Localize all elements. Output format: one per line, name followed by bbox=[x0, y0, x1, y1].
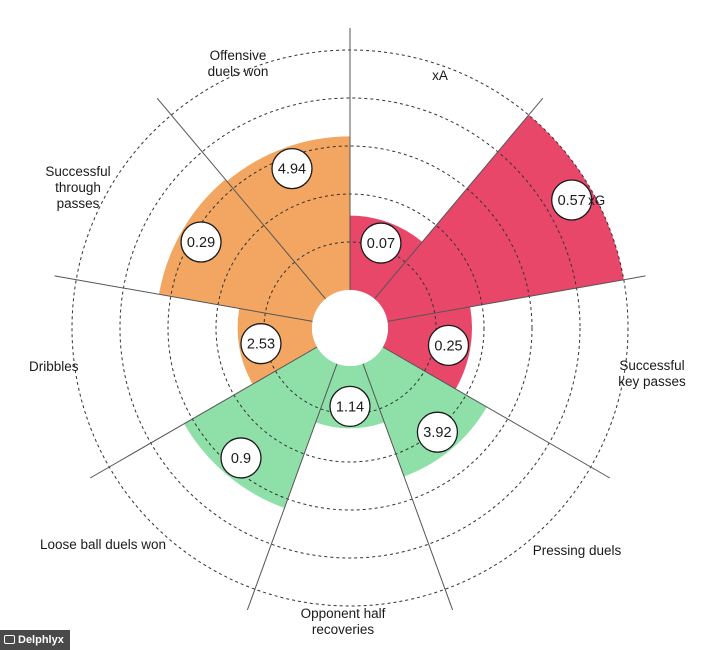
label-line: duels won bbox=[207, 64, 269, 79]
label-offensive-duels-won: Offensive duels won bbox=[208, 48, 269, 80]
label-dribbles: Dribbles bbox=[29, 359, 79, 375]
value-badge bbox=[416, 411, 459, 453]
value-badge bbox=[427, 324, 470, 367]
spoke-line bbox=[362, 363, 454, 611]
value-label: 0.07 bbox=[367, 236, 395, 252]
label-line: xG bbox=[588, 193, 606, 208]
label-line: Loose ball duels won bbox=[39, 537, 167, 552]
value-label: 0.9 bbox=[231, 451, 251, 467]
label-line: Opponent half bbox=[300, 606, 386, 621]
wedges-group bbox=[158, 115, 624, 509]
camera-icon bbox=[4, 635, 15, 644]
value-label: 2.53 bbox=[247, 337, 275, 353]
credit-text: Delphlyx bbox=[18, 634, 64, 646]
value-label: 3.92 bbox=[423, 425, 451, 441]
spoke-line bbox=[382, 346, 611, 479]
value-badge bbox=[329, 385, 371, 428]
wedge-7 bbox=[158, 179, 326, 322]
value-label: 1.14 bbox=[336, 399, 364, 415]
label-line: Pressing duels bbox=[532, 543, 622, 558]
spoke-line bbox=[374, 97, 544, 300]
value-badge bbox=[180, 221, 222, 263]
label-successful-through-passes: Successful through passes bbox=[45, 164, 110, 212]
label-line: key passes bbox=[618, 374, 686, 389]
label-successful-key-passes: Successful key passes bbox=[618, 358, 686, 390]
spoke-lines bbox=[54, 28, 646, 611]
wedge-8 bbox=[226, 136, 350, 299]
value-badge bbox=[240, 323, 282, 365]
spoke-line bbox=[387, 275, 646, 322]
label-opponent-half-recoveries: Opponent half recoveries bbox=[301, 606, 386, 638]
value-badge bbox=[271, 147, 313, 190]
spoke-line bbox=[246, 363, 338, 611]
value-label: 4.94 bbox=[278, 162, 306, 178]
label-pressing-duels: Pressing duels bbox=[533, 543, 622, 559]
label-line: Successful bbox=[45, 164, 111, 179]
value-badge bbox=[220, 437, 262, 479]
label-loose-ball-duels-won: Loose ball duels won bbox=[40, 537, 166, 553]
label-line: recoveries bbox=[311, 622, 375, 637]
value-label: 0.57 bbox=[558, 193, 586, 209]
value-label: 0.25 bbox=[434, 338, 462, 354]
label-line: through bbox=[55, 180, 101, 195]
label-line: passes bbox=[56, 196, 100, 211]
label-line: Dribbles bbox=[29, 359, 79, 374]
source-credit: Delphlyx bbox=[0, 630, 70, 650]
value-badge bbox=[551, 179, 593, 221]
spoke-line bbox=[156, 97, 326, 300]
label-line: Successful bbox=[619, 358, 685, 373]
grid-ring bbox=[119, 97, 581, 559]
value-label: 0.29 bbox=[187, 235, 215, 251]
grid-ring bbox=[167, 145, 533, 511]
label-line: xA bbox=[432, 68, 448, 83]
spoke-line bbox=[89, 346, 318, 479]
label-xg: xG bbox=[588, 193, 605, 209]
value-badges: 0.07 0.57 0.25 3.92 1.14 0.9 2.53 0.29 4.94 bbox=[180, 147, 593, 479]
spoke-line bbox=[54, 275, 313, 322]
value-badge bbox=[360, 222, 402, 264]
label-xa: xA bbox=[432, 68, 448, 84]
wedge-3 bbox=[362, 347, 487, 477]
center-hole bbox=[312, 290, 388, 366]
label-line: Offensive bbox=[209, 48, 267, 63]
wedge-1 bbox=[374, 115, 624, 322]
